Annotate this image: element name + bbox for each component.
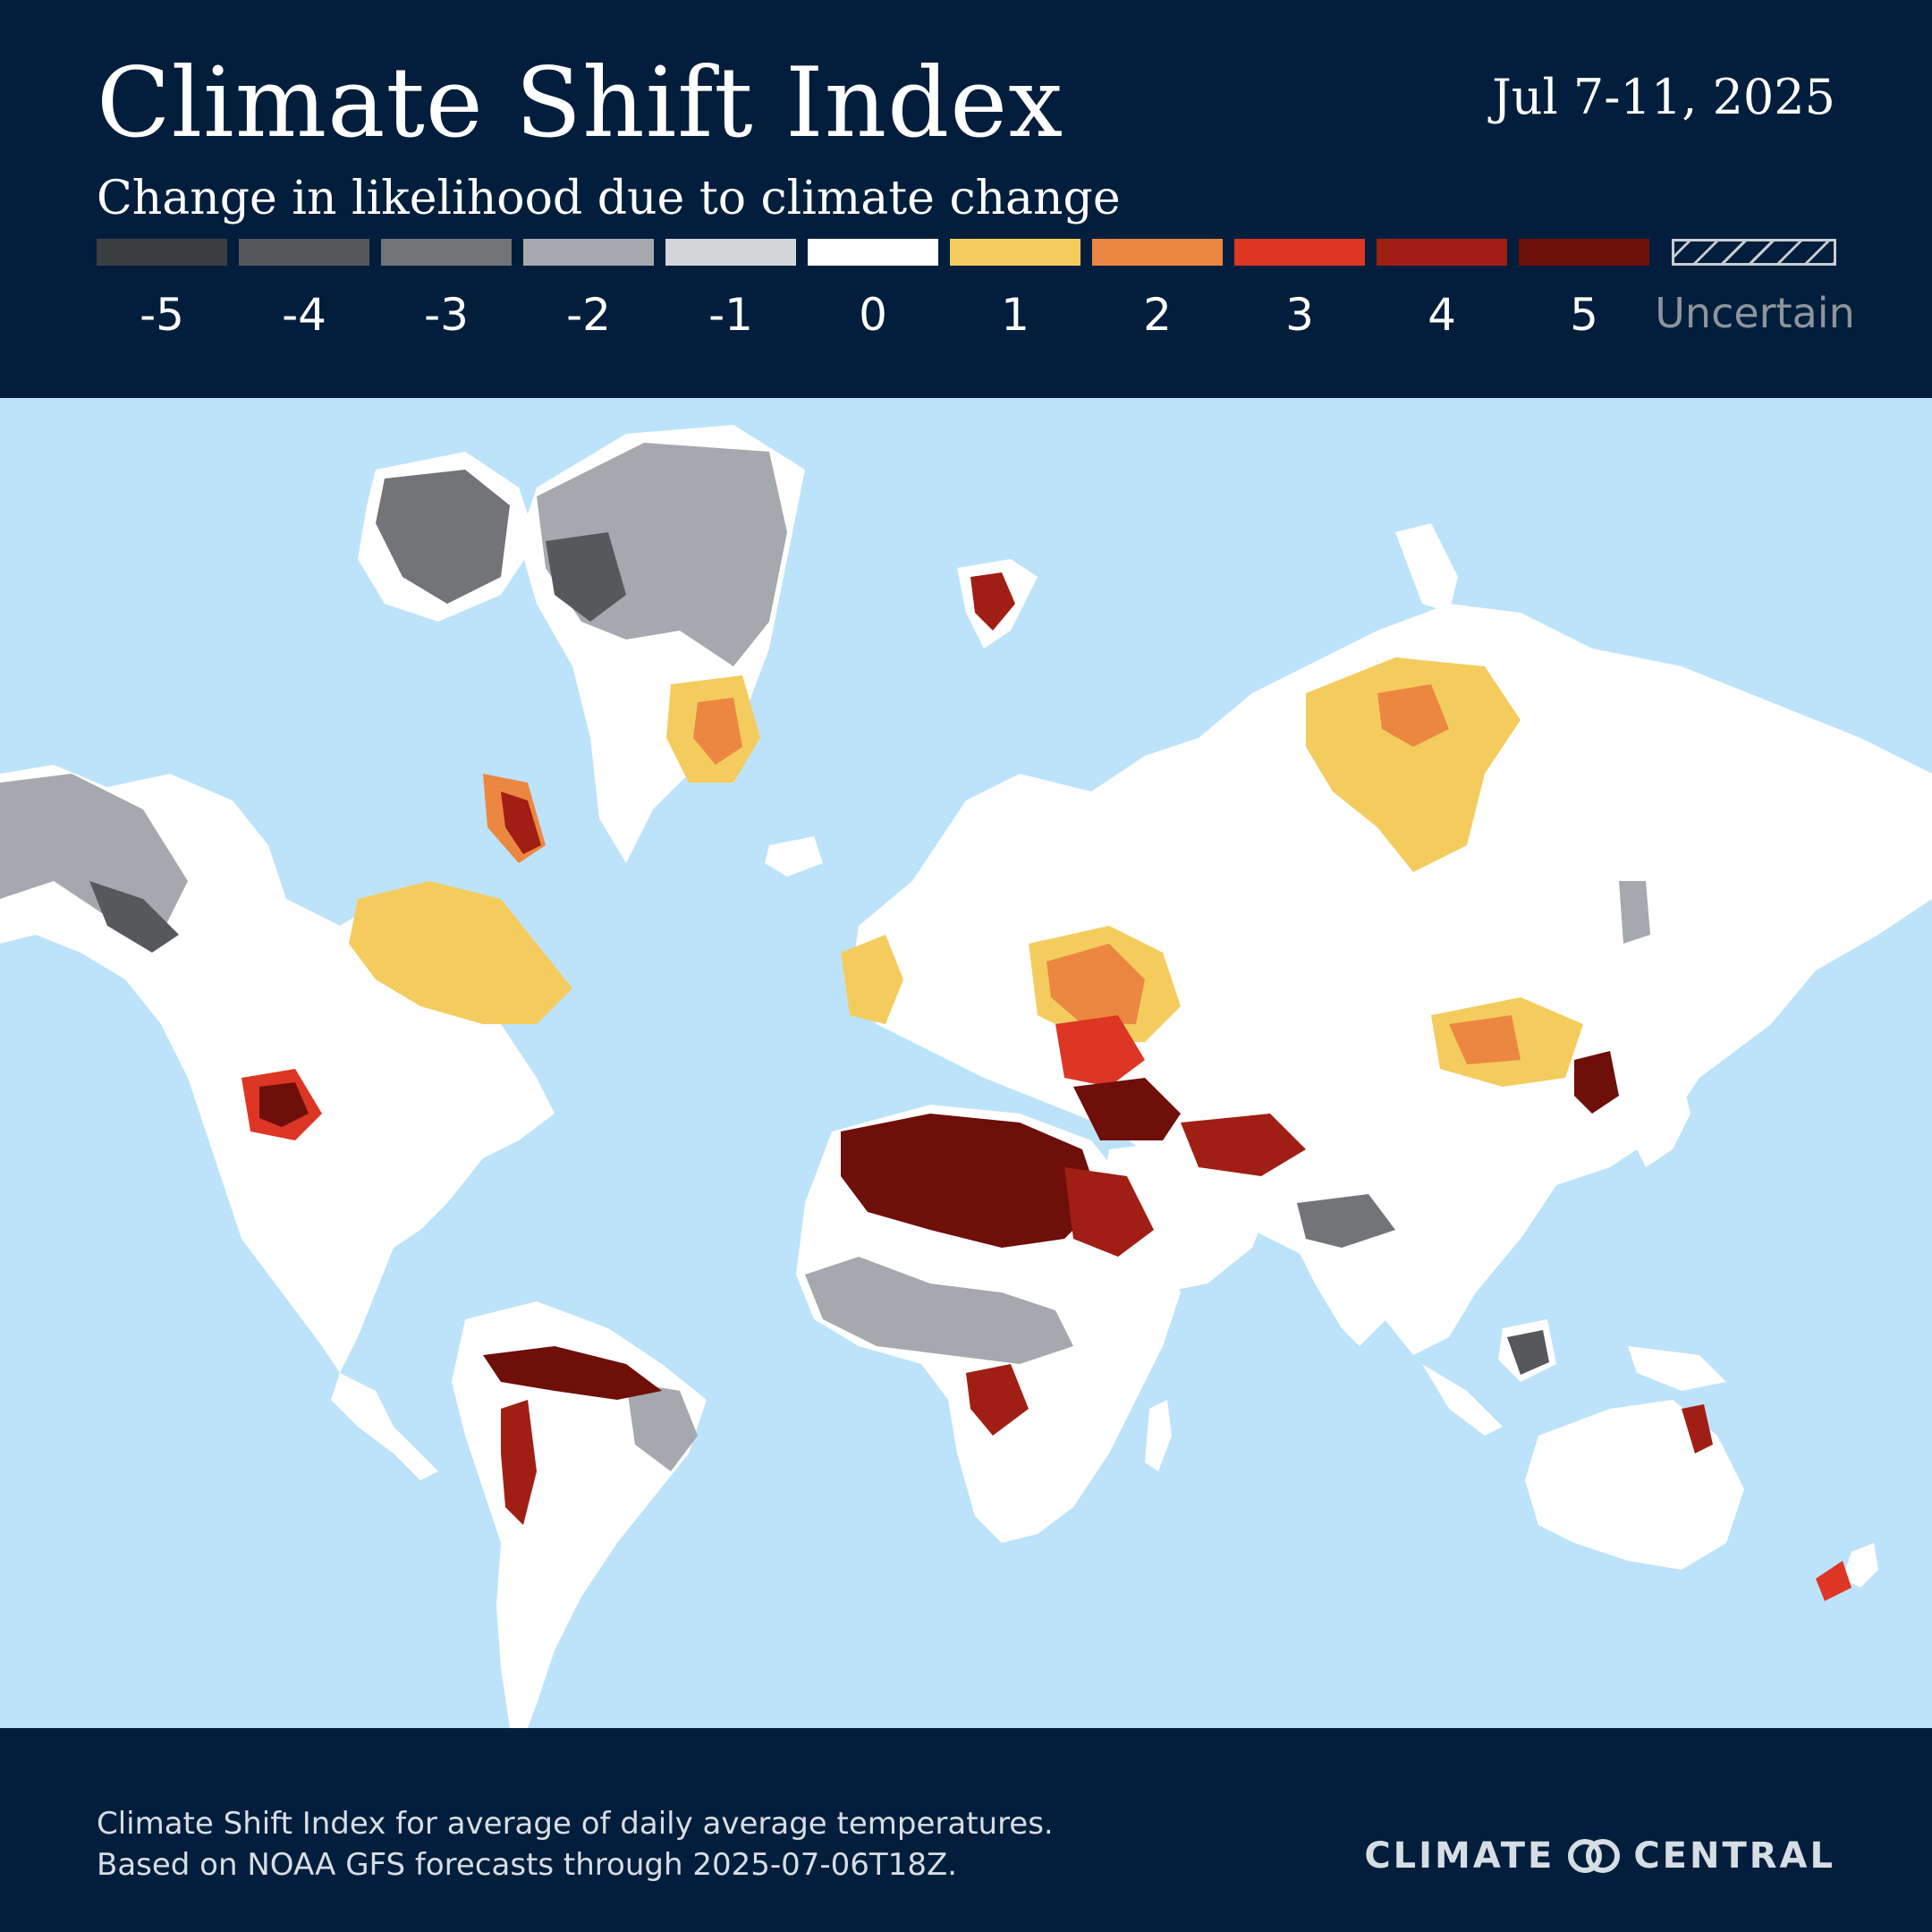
anomaly-europe-west-warm: [841, 935, 903, 1024]
footnote-line-1: Climate Shift Index for average of daily…: [97, 1806, 1054, 1842]
anomaly-hudson-warm: [349, 881, 572, 1024]
landmass-new-zealand: [1843, 1543, 1878, 1588]
legend-swatch-minus-4: [239, 239, 369, 266]
anomaly-siberia-north-warm: [1306, 657, 1521, 872]
anomaly-china-warm2: [1449, 1015, 1521, 1064]
footer: Climate Shift Index for average of daily…: [0, 1728, 1932, 1932]
anomaly-sahara-hot-edge: [1064, 1167, 1154, 1257]
legend-label-uncertain: Uncertain: [1655, 289, 1855, 337]
anomaly-alaska-cool: [0, 774, 188, 935]
legend-label-minus-2: -2: [566, 289, 611, 341]
legend-swatch-3: [1234, 239, 1365, 266]
landmass-madagascar: [1145, 1400, 1172, 1471]
legend-swatch-5: [1519, 239, 1649, 266]
legend-swatch-minus-5: [97, 239, 227, 266]
anomaly-borneo-cool: [1507, 1330, 1549, 1375]
anomaly-andes-hot: [501, 1400, 537, 1525]
landmass-sumatra: [1422, 1364, 1503, 1436]
landmass-eurasia: [850, 604, 1932, 1355]
anomaly-india-cool: [1297, 1194, 1395, 1248]
brand-logo: CLIMATE CENTRAL: [1364, 1834, 1835, 1878]
world-map: [0, 398, 1932, 1728]
anomaly-korea-hot: [1574, 1051, 1619, 1114]
anomaly-northeast-australia-hot: [1682, 1404, 1713, 1453]
anomaly-iran-hot: [1181, 1114, 1306, 1176]
anomaly-siberia-warm2: [1377, 684, 1449, 747]
landmass-new-guinea: [1628, 1346, 1726, 1391]
legend-swatch-1: [950, 239, 1080, 266]
anomaly-alaska-cool-dark: [89, 881, 179, 953]
anomaly-overlays: [0, 443, 1852, 1601]
legend-swatch-uncertain: [1672, 239, 1836, 266]
anomaly-middle-east-hot: [1073, 1078, 1181, 1140]
landmass-novaya-zemlya: [1395, 523, 1458, 613]
legend-label-minus-5: -5: [140, 289, 184, 341]
anomaly-black-sea-warm3: [1055, 1015, 1145, 1087]
anomaly-svalbard-hot: [970, 572, 1015, 631]
anomaly-arctic-islands-cool: [376, 470, 510, 604]
header: Climate Shift Index Jul 7-11, 2025 Chang…: [0, 0, 1932, 398]
climate-central-logo-icon: [1568, 1839, 1621, 1873]
legend-label-2: 2: [1143, 289, 1172, 341]
anomaly-congo-hot: [966, 1364, 1029, 1436]
landmass-central-america: [331, 1373, 438, 1480]
legend-label-minus-1: -1: [708, 289, 753, 341]
legend-label-4: 4: [1428, 289, 1456, 341]
anomaly-east-siberia-cool: [1619, 881, 1650, 944]
legend-label-0: 0: [859, 289, 887, 341]
brand-word-central: CENTRAL: [1633, 1835, 1835, 1877]
landmass-australia: [1525, 1400, 1744, 1570]
anomaly-brazil-east-cool: [626, 1382, 698, 1471]
legend-label-1: 1: [1001, 289, 1030, 341]
page-subtitle: Change in likelihood due to climate chan…: [97, 172, 1121, 225]
world-map-svg: [0, 398, 1932, 1728]
legend-swatch-minus-2: [523, 239, 654, 266]
anomaly-amazon-hot: [483, 1346, 662, 1400]
legend-swatch-2: [1092, 239, 1223, 266]
landmass-iceland: [765, 836, 823, 877]
date-range: Jul 7-11, 2025: [1492, 69, 1835, 125]
legend-label-minus-3: -3: [424, 289, 469, 341]
footnote-line-2: Based on NOAA GFS forecasts through 2025…: [97, 1847, 958, 1883]
anomaly-sahel-cool: [805, 1257, 1073, 1364]
legend-swatch-minus-3: [381, 239, 512, 266]
anomaly-labrador-hot: [501, 792, 541, 854]
legend-swatch-0: [808, 239, 938, 266]
legend-swatch-4: [1377, 239, 1507, 266]
anomaly-texas-hot: [259, 1082, 309, 1127]
legend-swatch-minus-1: [665, 239, 796, 266]
anomaly-russia-west-warm2: [1046, 944, 1145, 1024]
legend-label-minus-4: -4: [282, 289, 326, 341]
anomaly-greenland-south-warm2: [693, 698, 742, 765]
page-title: Climate Shift Index: [97, 47, 1064, 159]
brand-word-climate: CLIMATE: [1364, 1835, 1555, 1877]
legend-label-3: 3: [1285, 289, 1314, 341]
legend: -5 -4 -3 -2 -1 0 1 2 3 4 5 Uncertain: [97, 239, 1855, 355]
anomaly-new-zealand-warm3: [1816, 1561, 1852, 1601]
legend-label-5: 5: [1570, 289, 1598, 341]
landmass-japan: [1637, 1078, 1690, 1167]
anomaly-sahara-hot: [841, 1114, 1100, 1248]
anomaly-greenland-north-cool-dark: [546, 532, 626, 622]
